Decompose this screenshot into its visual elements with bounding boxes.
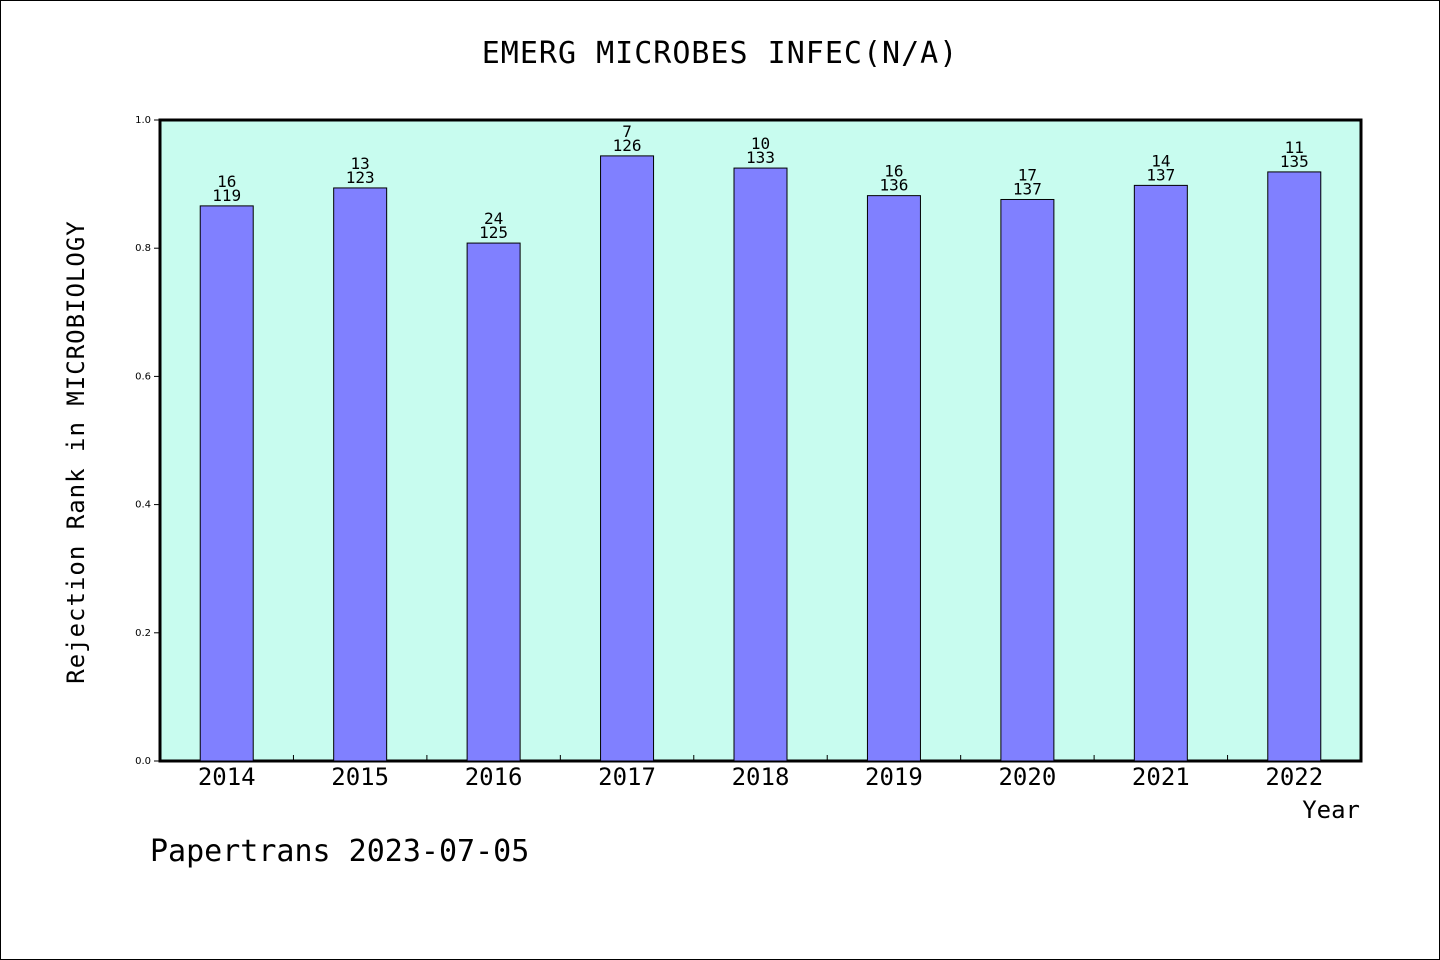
- bar-label-top: 14: [1151, 151, 1170, 170]
- x-tick-label: 2021: [1132, 763, 1190, 791]
- x-tick-label: 2015: [331, 763, 389, 791]
- bar-label-top: 24: [484, 209, 503, 228]
- bar-label-top: 17: [1018, 165, 1037, 184]
- bar-label-top: 16: [884, 162, 903, 181]
- y-axis: 0.0 0.2 0.4 0.6 0.8 1.0: [135, 115, 160, 767]
- bar-label-top: 13: [351, 154, 370, 173]
- bar: [1267, 171, 1322, 762]
- footer-credit: Papertrans 2023-07-05: [150, 834, 530, 869]
- chart-title: EMERG MICROBES INFEC(N/A): [481, 36, 959, 71]
- x-tick-label: 2022: [1265, 763, 1323, 791]
- bar: [1000, 198, 1055, 762]
- bar-label-bottom: 136: [879, 176, 908, 195]
- bar-label-top: 11: [1285, 138, 1304, 157]
- bar-label-bottom: 133: [746, 148, 775, 167]
- y-tick-label: 0.0: [135, 756, 151, 767]
- y-axis-label: Rejection Rank in MICROBIOLOGY: [62, 220, 90, 684]
- bar-label-bottom: 126: [613, 136, 642, 155]
- bar-label-top: 10: [751, 134, 770, 153]
- bar-label-bottom: 137: [1013, 179, 1042, 198]
- bar: [466, 242, 521, 762]
- x-axis: 2014 2015 2016 2017 2018 2019 2020 2021 2022: [198, 755, 1323, 791]
- x-axis-label: Year: [1302, 796, 1360, 824]
- y-tick-label: 0.4: [135, 500, 151, 511]
- bar: [866, 195, 921, 762]
- bar-label-top: 7: [622, 122, 632, 141]
- x-tick-label: 2018: [732, 763, 790, 791]
- bar: [333, 187, 388, 762]
- x-tick-label: 2016: [465, 763, 523, 791]
- x-tick-label: 2017: [598, 763, 656, 791]
- bar-label-bottom: 137: [1146, 165, 1175, 184]
- bar-label-bottom: 119: [212, 186, 241, 205]
- y-tick-label: 1.0: [135, 115, 151, 126]
- y-tick-label: 0.8: [135, 243, 151, 254]
- x-tick-label: 2014: [198, 763, 256, 791]
- y-tick-label: 0.2: [135, 628, 151, 639]
- bar: [1133, 184, 1188, 762]
- bar-label-bottom: 135: [1280, 152, 1309, 171]
- y-tick-label: 0.6: [135, 371, 151, 382]
- x-tick-label: 2020: [998, 763, 1056, 791]
- x-tick-label: 2019: [865, 763, 923, 791]
- bar: [600, 155, 655, 762]
- bar: [733, 167, 788, 762]
- bar: [199, 205, 254, 762]
- bar-label-bottom: 123: [346, 168, 375, 187]
- bar-label-bottom: 125: [479, 223, 508, 242]
- bar-label-top: 16: [217, 172, 236, 191]
